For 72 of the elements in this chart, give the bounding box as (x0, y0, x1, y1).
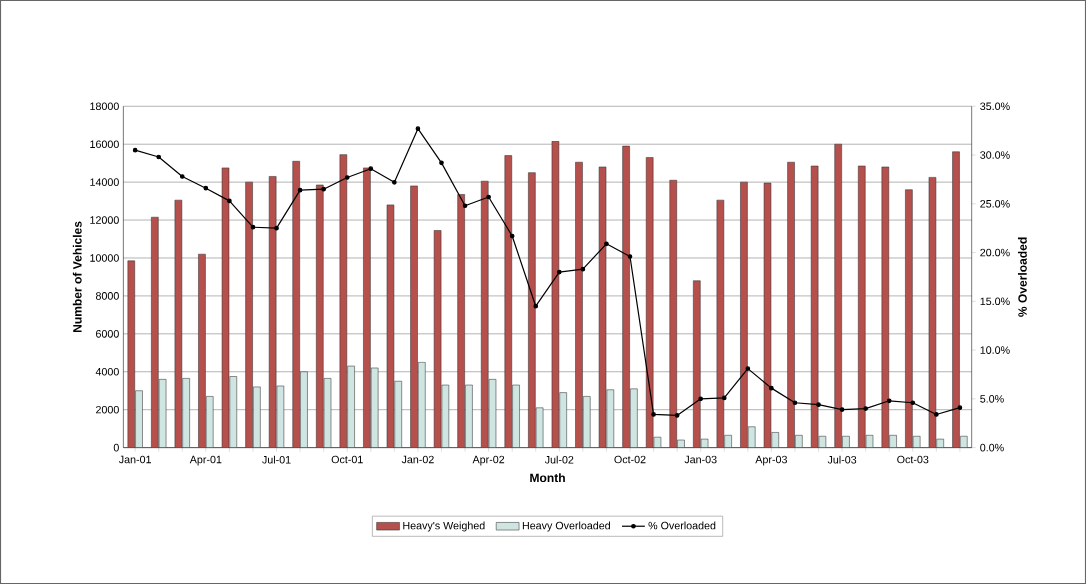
y-tick-label: 8000 (95, 292, 119, 300)
point (580, 266, 586, 272)
x-tick-label: Jan-03 (684, 455, 717, 464)
y2-tick-label: 0.0% (980, 443, 1004, 452)
point (604, 241, 609, 247)
point (321, 186, 326, 192)
point (556, 269, 562, 275)
point (745, 366, 751, 371)
point (698, 396, 704, 402)
point (863, 406, 868, 411)
y-tick-label: 18000 (90, 102, 119, 111)
y2-tick-label: 5.0% (980, 395, 1004, 403)
y2-axis-title: % Overloaded (1017, 237, 1027, 317)
point (132, 147, 138, 153)
point (344, 175, 350, 180)
point (250, 224, 256, 230)
x-tick-label: Jan-01 (118, 455, 151, 464)
y-tick-label: 10000 (90, 254, 119, 262)
y2-tick-label: 35.0% (980, 102, 1010, 111)
y-tick-label: 6000 (96, 330, 119, 338)
y2-tick-label: 10.0% (980, 346, 1010, 354)
point (933, 412, 939, 417)
x-tick-label: Jul-01 (262, 455, 291, 464)
point (156, 154, 162, 160)
y-tick-label: 2000 (96, 405, 119, 414)
x-tick-label: Jul-02 (544, 455, 574, 464)
point (486, 194, 491, 200)
x-tick-label: Jan-02 (401, 455, 434, 464)
y2-tick-label: 25.0% (980, 200, 1010, 208)
point (769, 385, 774, 391)
legend-label: % Overloaded (648, 521, 716, 530)
point (415, 126, 421, 132)
point (368, 166, 374, 172)
y2-tick-label: 20.0% (980, 248, 1010, 257)
point (910, 400, 916, 406)
y2-tick-label: 15.0% (980, 297, 1010, 306)
x-tick-label: Oct-02 (614, 455, 646, 464)
legend-label: Heavy's Weighed (403, 521, 485, 532)
point (651, 412, 656, 417)
x-axis-title: Month (530, 473, 565, 483)
x-tick-label: Apr-01 (189, 455, 222, 466)
point (462, 203, 468, 209)
y2-tick-label: 30.0% (980, 151, 1010, 159)
point (509, 233, 515, 239)
legend-label: Heavy Overloaded (522, 521, 610, 532)
point (203, 185, 209, 191)
point (627, 254, 633, 259)
point (721, 395, 727, 401)
point (392, 180, 397, 185)
point (297, 187, 303, 193)
x-tick-label: Jul-03 (827, 455, 857, 464)
x-tick-label: Oct-03 (897, 455, 929, 464)
point (957, 405, 963, 410)
y-tick-label: 0 (113, 443, 119, 452)
y-tick-label: 14000 (90, 178, 119, 186)
y-axis-title: Number of Vehicles (72, 221, 82, 333)
y-tick-label: 16000 (90, 140, 119, 148)
point (274, 225, 279, 231)
point (674, 413, 680, 418)
point (179, 174, 185, 179)
x-tick-label: Oct-01 (331, 455, 363, 464)
point (816, 402, 821, 408)
point (439, 160, 444, 166)
point (533, 303, 539, 309)
y-tick-label: 12000 (90, 216, 119, 224)
y-tick-label: 4000 (95, 367, 119, 376)
point (886, 398, 892, 404)
x-tick-label: Apr-03 (755, 455, 787, 466)
point (839, 407, 845, 412)
x-tick-label: Apr-02 (472, 455, 505, 466)
point (792, 400, 798, 406)
point (227, 198, 232, 204)
